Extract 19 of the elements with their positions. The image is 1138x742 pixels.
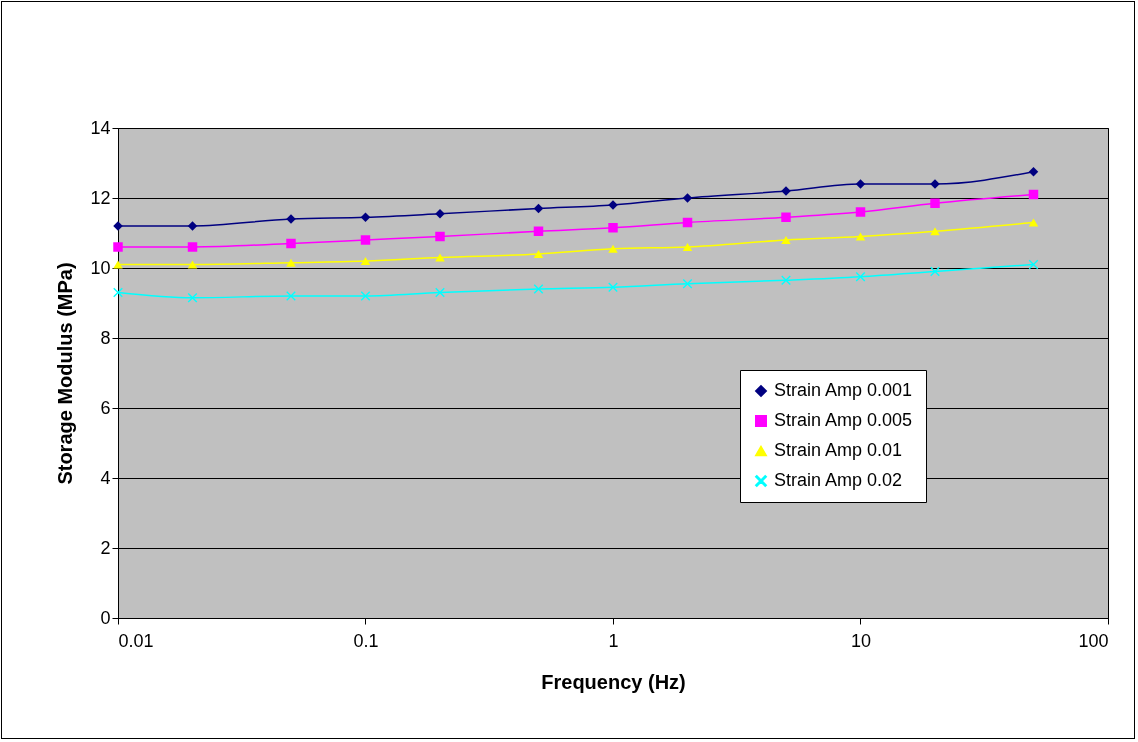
y-tick-label: 4 [100,467,111,488]
x-tick-label: 1 [608,630,619,651]
y-axis-title: Storage Modulus (MPa) [54,262,77,485]
legend-label: Strain Amp 0.001 [774,380,913,400]
y-tick-label: 12 [90,187,111,208]
x-tick-label: 0.1 [353,630,379,651]
legend-label: Strain Amp 0.005 [774,410,913,430]
legend-label: Strain Amp 0.02 [774,470,903,490]
x-tick-label: 10 [850,630,872,651]
x-tick-label: 100 [1078,630,1109,651]
y-tick-label: 6 [100,397,111,418]
y-tick-label: 10 [90,257,111,278]
x-tick-label: 0.01 [118,630,154,651]
y-tick-label: 0 [100,607,111,628]
y-tick-label: 2 [100,537,111,558]
legend-label: Strain Amp 0.01 [774,440,903,460]
y-tick-label: 14 [90,117,111,138]
x-axis-title: Frequency (Hz) [541,670,686,693]
y-tick-label: 8 [100,327,111,348]
